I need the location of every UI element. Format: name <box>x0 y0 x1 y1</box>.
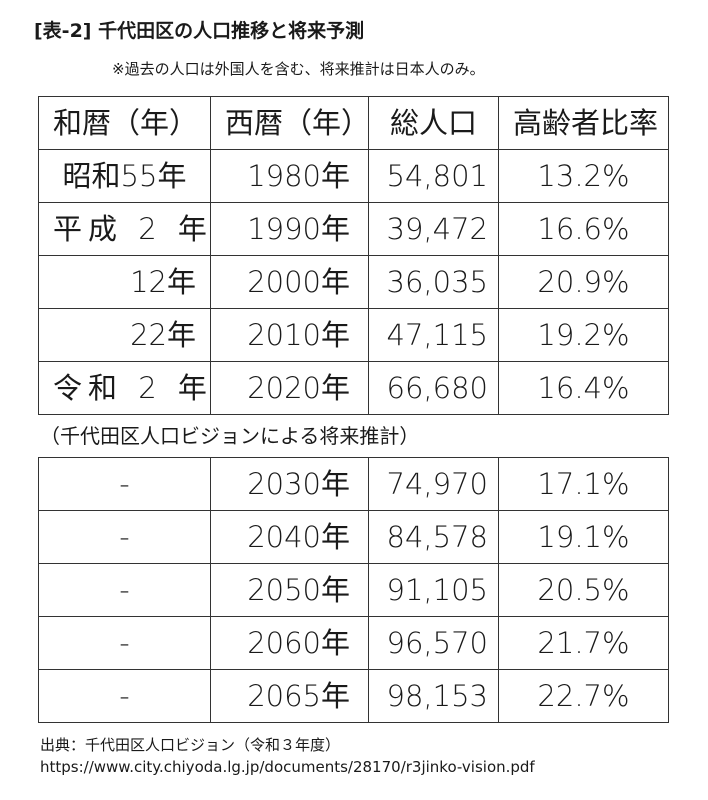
cell-era: - <box>38 669 211 723</box>
cell-era: - <box>38 510 211 564</box>
cell-year: 1990年 <box>210 202 369 256</box>
cell-population: 47,115 <box>368 308 499 362</box>
header-era: 和暦（年） <box>38 96 211 150</box>
cell-year: 2030年 <box>210 457 369 511</box>
cell-rate: 22.7% <box>498 669 669 723</box>
cell-rate: 16.4% <box>498 361 669 415</box>
cell-population: 84,578 <box>368 510 499 564</box>
cell-rate: 20.5% <box>498 563 669 617</box>
cell-rate: 16.6% <box>498 202 669 256</box>
cell-population: 39,472 <box>368 202 499 256</box>
cell-era: 22年 <box>38 308 211 362</box>
table-row: 令和 2 年 2020年 66,680 16.4% <box>38 361 669 415</box>
cell-year: 2060年 <box>210 616 369 670</box>
cell-rate: 17.1% <box>498 457 669 511</box>
cell-rate: 19.1% <box>498 510 669 564</box>
cell-era: - <box>38 563 211 617</box>
cell-year: 2040年 <box>210 510 369 564</box>
cell-year: 1980年 <box>210 149 369 203</box>
cell-rate: 19.2% <box>498 308 669 362</box>
cell-year: 2000年 <box>210 255 369 309</box>
page-title: [表-2] 千代田区の人口推移と将来予測 <box>34 20 365 42</box>
source-title: 出典：千代田区人口ビジョン（令和３年度） <box>40 736 341 754</box>
table-header-row: 和暦（年） 西暦（年） 総人口 高齢者比率 <box>38 96 669 150</box>
cell-era: - <box>38 616 211 670</box>
table-row: - 2040年 84,578 19.1% <box>38 510 669 564</box>
cell-era: 昭和55年 <box>38 149 211 203</box>
table-row: - 2060年 96,570 21.7% <box>38 616 669 670</box>
cell-era: 平成 2 年 <box>38 202 211 256</box>
cell-population: 36,035 <box>368 255 499 309</box>
cell-year: 2065年 <box>210 669 369 723</box>
table-row: - 2050年 91,105 20.5% <box>38 563 669 617</box>
header-elderly-rate: 高齢者比率 <box>498 96 669 150</box>
cell-population: 96,570 <box>368 616 499 670</box>
cell-year: 2020年 <box>210 361 369 415</box>
cell-year: 2050年 <box>210 563 369 617</box>
header-population: 総人口 <box>368 96 499 150</box>
table-row: - 2030年 74,970 17.1% <box>38 457 669 511</box>
cell-year: 2010年 <box>210 308 369 362</box>
source-citation: 出典：千代田区人口ビジョン（令和３年度） https://www.city.ch… <box>40 735 535 779</box>
cell-rate: 13.2% <box>498 149 669 203</box>
cell-rate: 20.9% <box>498 255 669 309</box>
table-row: 平成 2 年 1990年 39,472 16.6% <box>38 202 669 256</box>
cell-population: 54,801 <box>368 149 499 203</box>
population-history-table: 和暦（年） 西暦（年） 総人口 高齢者比率 昭和55年 1980年 54,801… <box>38 96 669 415</box>
cell-rate: 21.7% <box>498 616 669 670</box>
cell-era: 令和 2 年 <box>38 361 211 415</box>
source-url: https://www.city.chiyoda.lg.jp/documents… <box>40 757 535 776</box>
cell-population: 91,105 <box>368 563 499 617</box>
cell-population: 98,153 <box>368 669 499 723</box>
population-projection-table: - 2030年 74,970 17.1% - 2040年 84,578 19.1… <box>38 457 669 723</box>
cell-population: 66,680 <box>368 361 499 415</box>
cell-era: - <box>38 457 211 511</box>
footnote: ※過去の人口は外国人を含む、将来推計は日本人のみ。 <box>112 60 485 78</box>
table-row: 12年 2000年 36,035 20.9% <box>38 255 669 309</box>
header-year: 西暦（年） <box>210 96 369 150</box>
cell-era: 12年 <box>38 255 211 309</box>
table-row: - 2065年 98,153 22.7% <box>38 669 669 723</box>
projection-heading: （千代田区人口ビジョンによる将来推計） <box>40 424 420 448</box>
table-row: 22年 2010年 47,115 19.2% <box>38 308 669 362</box>
cell-population: 74,970 <box>368 457 499 511</box>
table-row: 昭和55年 1980年 54,801 13.2% <box>38 149 669 203</box>
